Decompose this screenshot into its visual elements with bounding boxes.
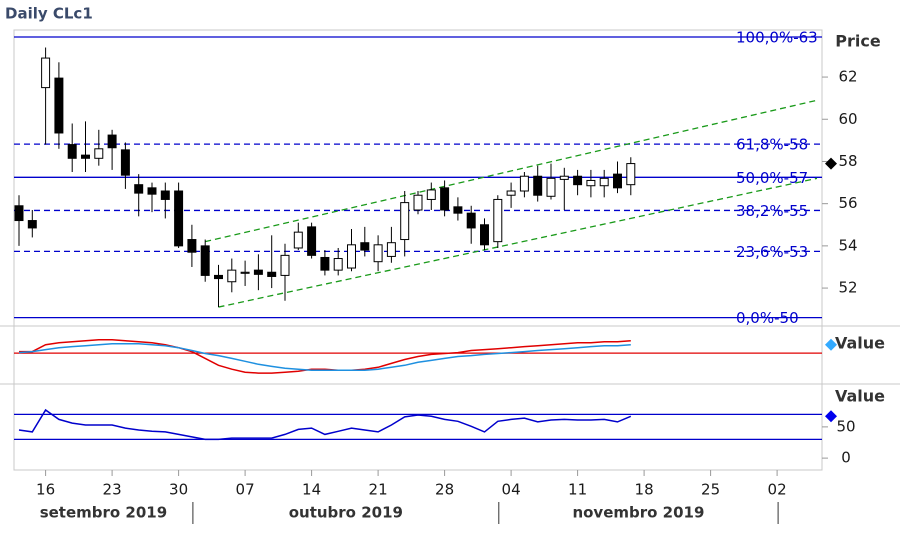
fib-label: 50,0%-57 <box>736 169 808 187</box>
candle-body <box>67 144 77 159</box>
candle-body <box>120 149 130 176</box>
y-axis-label: Price <box>835 32 881 51</box>
x-tick-label: 18 <box>635 481 654 499</box>
y-tick-label: 52 <box>838 279 857 297</box>
candle-body <box>453 206 463 214</box>
candle-body <box>400 202 410 241</box>
y-tick-label: 60 <box>838 110 857 128</box>
trendline <box>205 99 818 243</box>
candle-body <box>440 187 450 211</box>
candle-body <box>107 134 117 149</box>
candle-body <box>506 190 516 196</box>
candle-body <box>94 148 104 159</box>
candle-body <box>413 194 423 211</box>
candle-body <box>14 205 24 222</box>
candle-body <box>240 271 250 274</box>
candle-body <box>174 190 184 247</box>
x-tick-label: 21 <box>369 481 388 499</box>
candle-body <box>147 187 157 195</box>
x-tick-label: 25 <box>701 481 720 499</box>
candle-body <box>373 244 383 263</box>
x-tick-label: 02 <box>768 481 787 499</box>
plot-frame <box>13 29 823 471</box>
x-tick-label: 11 <box>568 481 587 499</box>
x-tick-label: 14 <box>302 481 321 499</box>
candle-body <box>493 198 503 243</box>
candle-body <box>81 154 90 159</box>
candle-body <box>187 239 197 253</box>
y-tick-label: 50 <box>836 417 855 435</box>
candle-body <box>466 212 476 229</box>
fib-label: 0,0%-50 <box>736 309 799 327</box>
chart-title: Daily CLc1 <box>5 5 93 23</box>
x-tick-label: 28 <box>435 481 454 499</box>
indicator-line <box>18 343 631 372</box>
candle-body <box>160 190 170 200</box>
candle-body <box>27 220 37 229</box>
x-tick-label: 07 <box>236 481 255 499</box>
fib-label: 38,2%-55 <box>736 202 808 220</box>
month-label: setembro 2019 <box>40 504 168 522</box>
candle-body <box>519 175 529 192</box>
candle-body <box>320 256 330 271</box>
candle-body <box>214 274 223 280</box>
month-label: novembro 2019 <box>572 504 704 522</box>
indicator-line <box>18 408 632 441</box>
last-value-marker <box>825 338 837 351</box>
y-tick-label: 54 <box>838 236 857 254</box>
candle-body <box>360 242 370 251</box>
candle-body <box>54 77 64 134</box>
x-tick-label: 23 <box>103 481 122 499</box>
last-value-marker <box>825 410 837 423</box>
candle-body <box>559 175 569 180</box>
fib-label: 61,8%-58 <box>736 136 808 154</box>
plot-area: 100,0%-63 61,8%-58 50,0%-57 38,2%-55 23,6%-5… <box>14 28 822 441</box>
candle-body <box>546 177 556 197</box>
y-tick-label: 62 <box>838 68 857 86</box>
candle-body <box>586 179 596 187</box>
candle-body <box>200 245 210 276</box>
y-tick-label: 56 <box>838 194 857 212</box>
candle-body <box>573 175 583 186</box>
indicator-line <box>19 338 631 374</box>
x-tick-label: 04 <box>502 481 521 499</box>
candle-body <box>253 269 263 275</box>
fib-label: 23,6%-53 <box>736 243 808 261</box>
last-value-marker <box>825 157 837 170</box>
candle-body <box>307 226 317 256</box>
y-axis-label: Value <box>835 387 885 406</box>
candle-body <box>333 258 343 271</box>
y-axis-label: Value <box>835 334 885 353</box>
candle-body <box>347 244 356 269</box>
candle-body <box>480 224 489 246</box>
candle-body <box>386 242 396 257</box>
candle-body <box>227 269 237 283</box>
candle-body <box>280 254 290 276</box>
x-tick-label: 16 <box>36 481 55 499</box>
y-tick-label: 58 <box>838 152 857 170</box>
candle-body <box>134 184 144 194</box>
month-label: outubro 2019 <box>289 504 403 522</box>
candle-body <box>41 57 51 89</box>
x-tick-label: 30 <box>169 481 188 499</box>
y-tick-label: 0 <box>841 449 851 467</box>
candle-body <box>293 231 303 249</box>
candle-body <box>426 189 436 200</box>
candle-body <box>613 173 622 189</box>
candle-body <box>626 163 636 186</box>
fib-label: 100,0%-63 <box>736 28 818 46</box>
candle-body <box>599 177 609 187</box>
trendline <box>218 177 818 308</box>
candle-body <box>267 271 277 277</box>
candle-body <box>533 175 543 196</box>
